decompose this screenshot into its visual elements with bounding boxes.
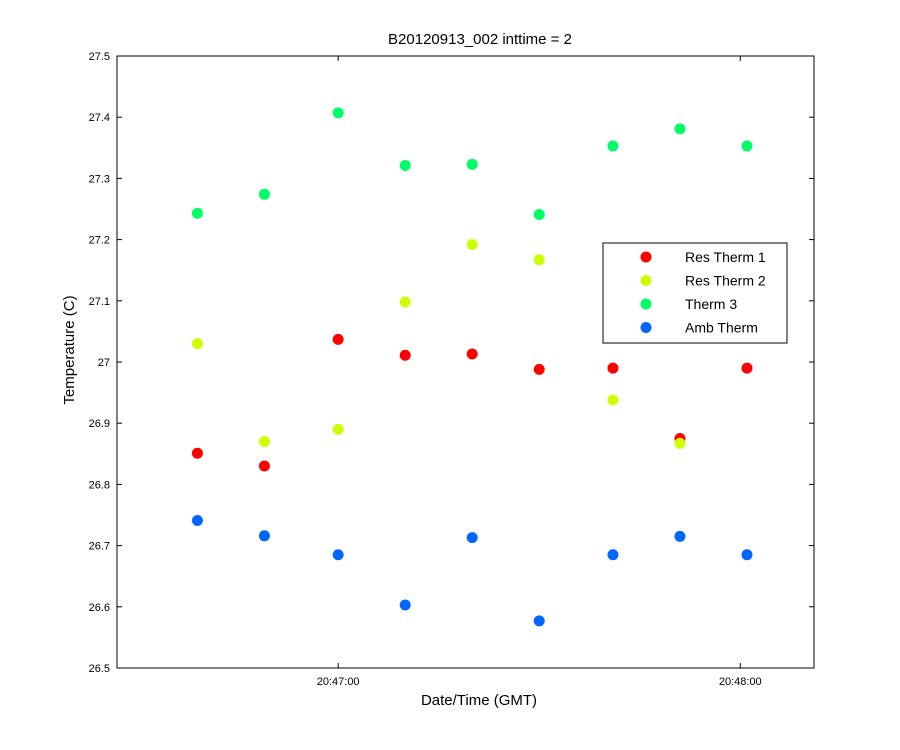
legend-marker-res-therm-2 — [640, 275, 652, 286]
chart-title: B20120913_002 inttime = 2 — [388, 31, 572, 48]
point-res-therm-2 — [258, 436, 270, 448]
legend-marker-therm-3 — [640, 298, 652, 310]
x-tick-label: 20:48:00 — [719, 676, 762, 688]
point-therm-3 — [741, 140, 753, 152]
point-res-therm-1 — [332, 333, 344, 345]
axis-ticks: 26.5 26.6 26.7 26.8 26.9 27 27.1 27.2 27.3 27.4 27… — [89, 51, 814, 688]
y-tick-label: 26.8 — [89, 479, 110, 491]
legend-marker-amb-therm — [640, 322, 652, 333]
point-res-therm-2 — [466, 238, 478, 250]
y-tick-label: 27.1 — [89, 296, 110, 308]
legend-marker-res-therm-1 — [640, 251, 652, 263]
data-points — [191, 107, 753, 627]
legend-label-amb-therm: Amb Therm — [685, 320, 758, 336]
point-amb-therm — [533, 615, 545, 627]
y-tick-label: 27.5 — [89, 51, 110, 63]
point-res-therm-2 — [332, 423, 344, 435]
point-therm-3 — [191, 207, 203, 219]
legend: Res Therm 1 Res Therm 2 Therm 3 Amb Therm — [602, 242, 788, 344]
y-tick-label: 27.2 — [89, 235, 110, 247]
y-tick-label: 27.4 — [89, 112, 110, 124]
point-amb-therm — [258, 530, 270, 542]
point-res-therm-2 — [191, 338, 203, 350]
point-res-therm-2 — [607, 394, 619, 406]
point-amb-therm — [332, 549, 344, 561]
point-res-therm-1 — [607, 362, 619, 374]
point-amb-therm — [466, 532, 478, 544]
point-res-therm-1 — [191, 447, 203, 459]
y-tick-label: 26.6 — [89, 602, 110, 614]
x-tick-label: 20:47:00 — [317, 676, 360, 688]
point-res-therm-1 — [466, 348, 478, 360]
plot-area — [116, 55, 815, 669]
point-res-therm-1 — [741, 362, 753, 374]
y-tick-label: 26.9 — [89, 418, 110, 430]
point-therm-3 — [607, 140, 619, 152]
point-res-therm-2 — [674, 437, 686, 449]
point-therm-3 — [399, 160, 411, 172]
point-res-therm-1 — [258, 460, 270, 472]
legend-label-res-therm-1: Res Therm 1 — [685, 249, 766, 265]
point-amb-therm — [741, 549, 753, 561]
point-amb-therm — [399, 599, 411, 611]
y-axis-label: Temperature (C) — [61, 295, 78, 404]
point-res-therm-2 — [399, 296, 411, 308]
point-amb-therm — [607, 549, 619, 561]
legend-label-res-therm-2: Res Therm 2 — [685, 273, 766, 289]
point-res-therm-1 — [533, 363, 545, 375]
y-tick-label: 26.7 — [89, 541, 110, 553]
point-therm-3 — [533, 209, 545, 221]
point-therm-3 — [466, 158, 478, 170]
point-amb-therm — [674, 530, 686, 542]
point-therm-3 — [258, 188, 270, 200]
point-therm-3 — [332, 107, 344, 119]
x-axis-label: Date/Time (GMT) — [421, 692, 537, 709]
point-res-therm-1 — [399, 349, 411, 361]
legend-box — [602, 242, 788, 344]
y-tick-label: 26.5 — [89, 663, 110, 675]
point-amb-therm — [191, 515, 203, 527]
point-res-therm-2 — [533, 254, 545, 266]
point-therm-3 — [674, 123, 686, 135]
legend-label-therm-3: Therm 3 — [685, 296, 737, 312]
y-tick-label: 27 — [98, 357, 110, 369]
y-tick-label: 27.3 — [89, 173, 110, 185]
